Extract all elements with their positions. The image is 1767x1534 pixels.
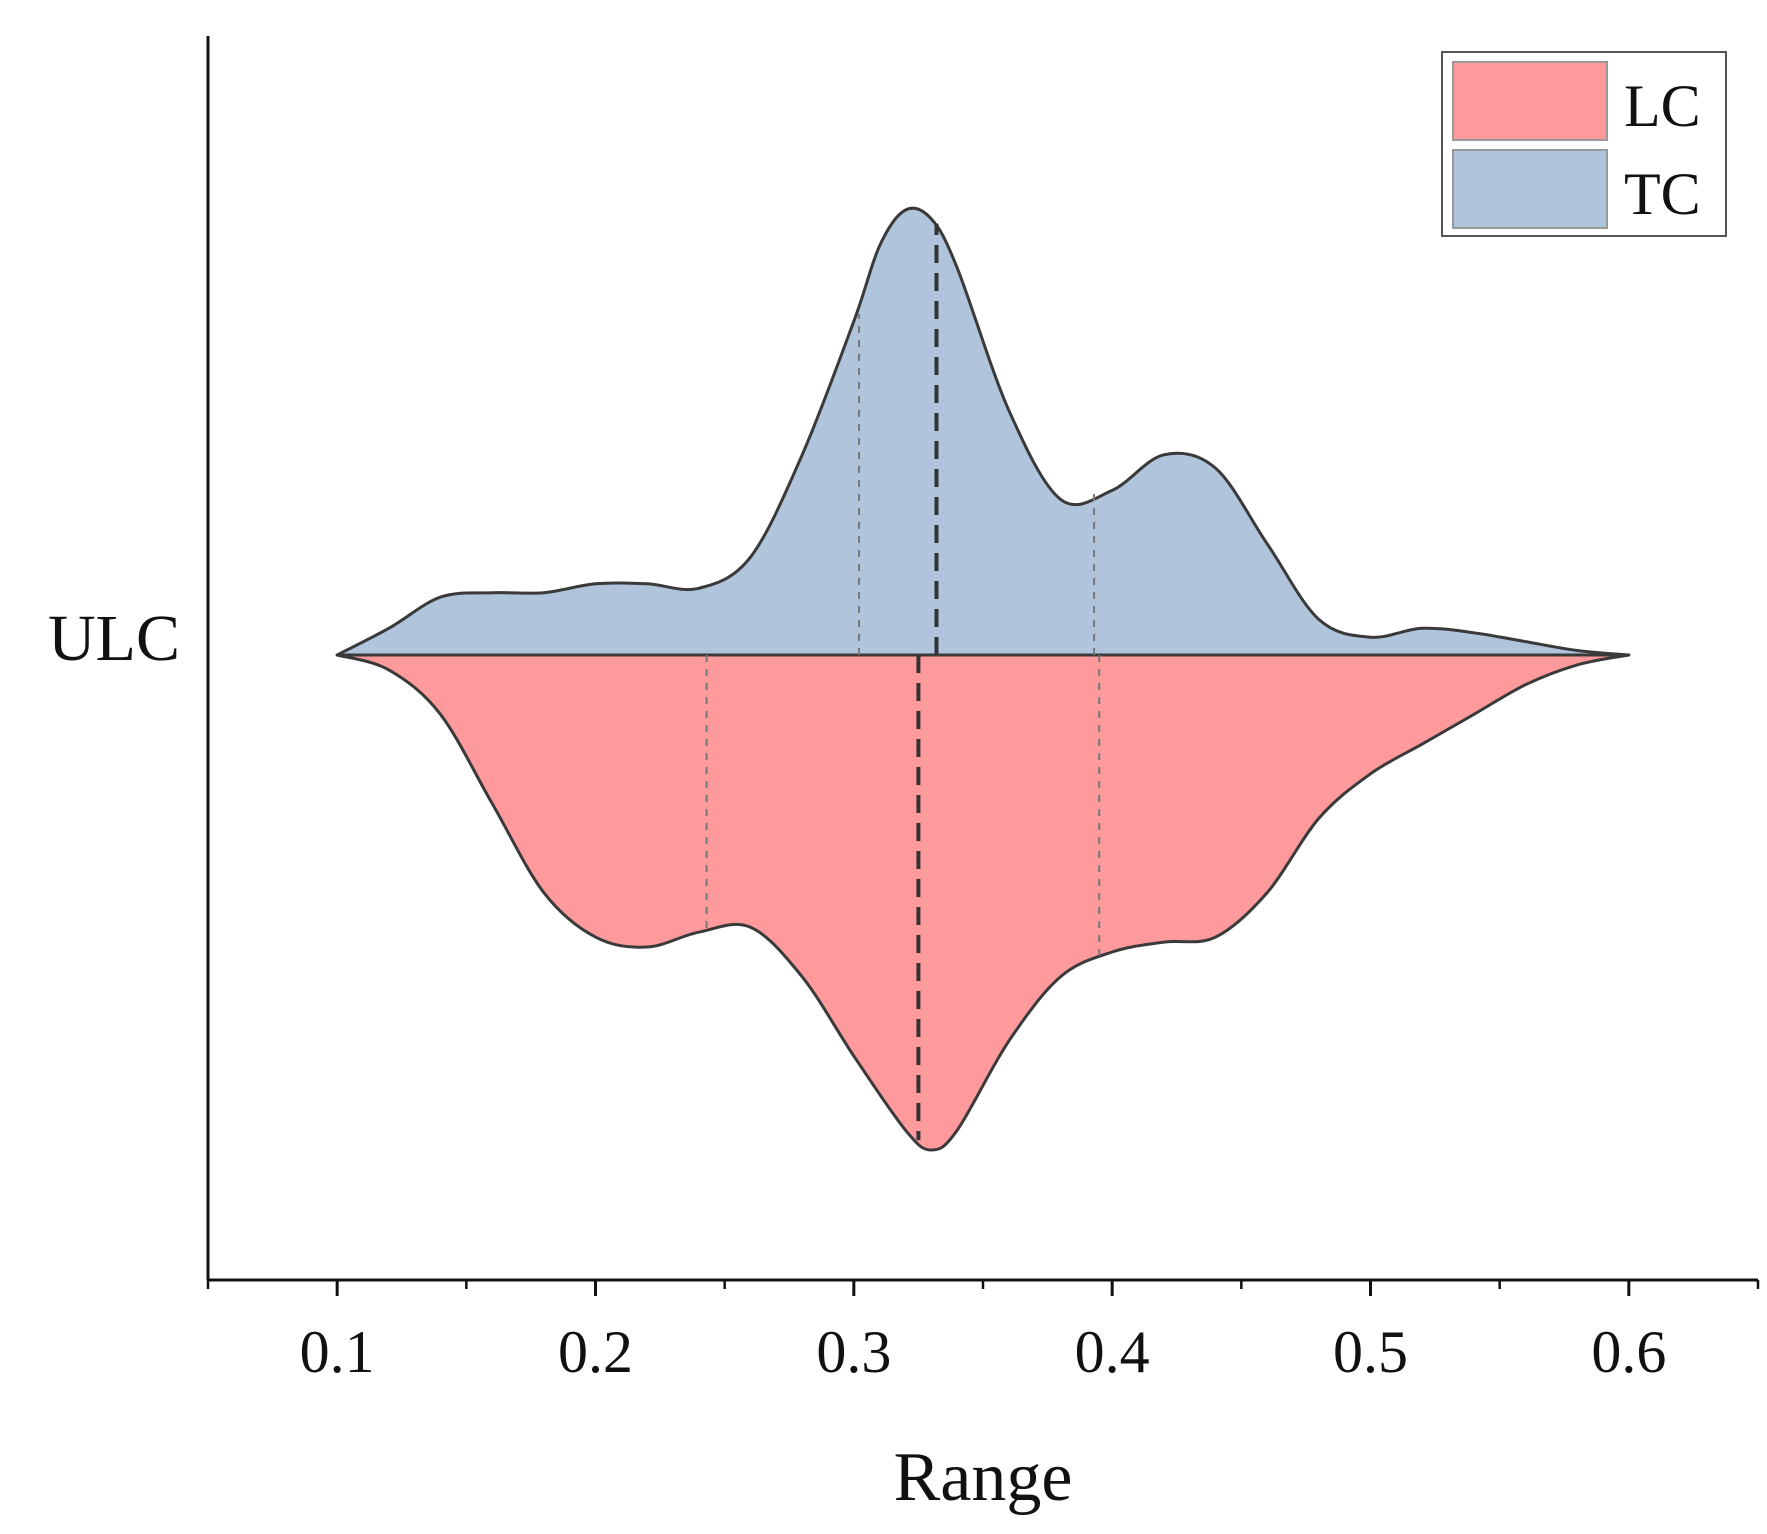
violin-half-tc [335, 206, 1631, 657]
x-tick-label: 0.4 [1075, 1319, 1150, 1385]
x-axis-label: Range [894, 1439, 1073, 1516]
x-tick-label: 0.6 [1591, 1319, 1666, 1385]
x-tick-label: 0.2 [558, 1319, 633, 1385]
violins [335, 206, 1631, 1152]
x-tick-label: 0.5 [1333, 1319, 1408, 1385]
legend-label-tc: TC [1624, 161, 1701, 227]
legend: LC TC [1441, 51, 1727, 237]
legend-swatch-lc [1452, 61, 1608, 141]
violin-half-lc [335, 653, 1631, 1152]
x-ticks: 0.1 0.2 0.3 0.4 0.5 0.6 [206, 1280, 1760, 1385]
legend-swatch-tc [1452, 149, 1608, 229]
x-tick-label: 0.1 [300, 1319, 375, 1385]
quartile-lines [705, 223, 1101, 1141]
legend-label-lc: LC [1624, 73, 1701, 139]
x-tick-label: 0.3 [816, 1319, 891, 1385]
category-label: ULC [48, 602, 180, 675]
